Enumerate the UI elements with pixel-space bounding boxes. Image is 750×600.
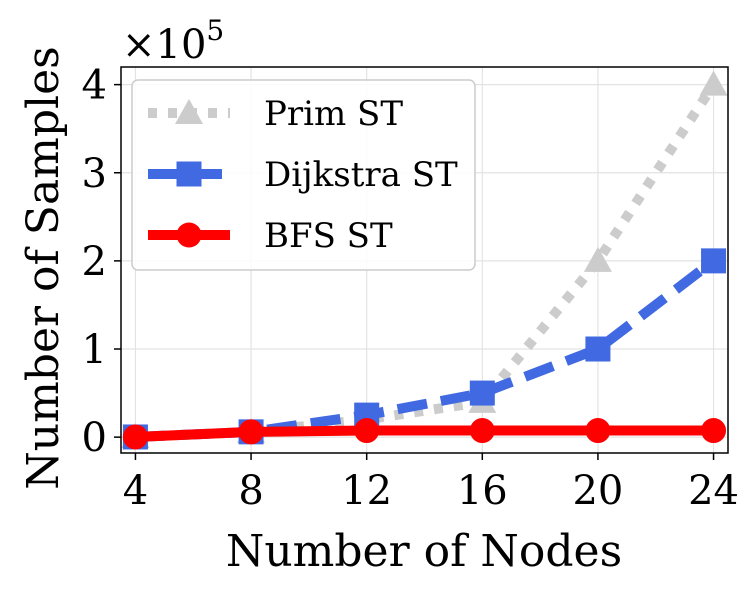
y-multiplier-label: ×105	[122, 14, 224, 68]
y-tick-label: 1	[82, 327, 107, 373]
data-point	[238, 419, 264, 445]
legend-marker	[176, 222, 202, 248]
data-point	[469, 418, 495, 444]
x-axis-title: Number of Nodes	[226, 526, 622, 577]
data-point	[585, 418, 611, 444]
x-tick-label: 16	[457, 468, 508, 514]
legend-marker	[175, 99, 203, 124]
data-point	[122, 424, 148, 450]
data-point	[701, 418, 727, 444]
x-tick-label: 4	[123, 468, 148, 514]
legend-label: BFS ST	[264, 216, 393, 256]
y-tick-label: 2	[82, 239, 107, 285]
y-tick-label: 3	[82, 151, 107, 197]
legend-label: Dijkstra ST	[264, 155, 458, 195]
series-line	[135, 425, 714, 442]
y-tick-label: 4	[82, 63, 107, 109]
x-tick-label: 12	[341, 468, 392, 514]
data-point	[585, 336, 611, 362]
legend-entry: BFS ST	[148, 216, 393, 256]
series-layer	[121, 70, 728, 450]
legend: Prim ST Dijkstra ST BFS ST	[131, 79, 476, 271]
y-tick-label: 0	[82, 415, 107, 461]
data-point	[583, 246, 612, 272]
x-tick-label: 24	[688, 468, 739, 514]
data-point	[699, 70, 728, 96]
legend-entry: Prim ST	[148, 94, 403, 134]
series-bfs-st	[122, 418, 727, 450]
legend-box	[131, 79, 476, 271]
data-point	[469, 380, 495, 406]
x-tick-label: 8	[238, 468, 263, 514]
legend-entry: Dijkstra ST	[148, 155, 458, 195]
series-line	[135, 81, 718, 442]
legend-label: Prim ST	[264, 94, 403, 134]
legend-marker	[176, 161, 202, 187]
x-tick-label: 20	[572, 468, 623, 514]
data-point	[354, 418, 380, 444]
plot-frame	[120, 66, 729, 454]
data-point	[701, 248, 727, 274]
y-axis-title: Number of Samples	[18, 46, 69, 490]
